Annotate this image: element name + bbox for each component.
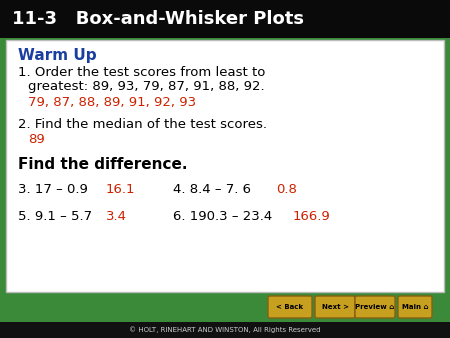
FancyBboxPatch shape [355, 296, 395, 318]
Text: 89: 89 [28, 133, 45, 146]
FancyBboxPatch shape [315, 296, 355, 318]
Text: 2. Find the median of the test scores.: 2. Find the median of the test scores. [18, 118, 267, 131]
FancyBboxPatch shape [6, 40, 444, 292]
FancyBboxPatch shape [0, 294, 450, 322]
FancyBboxPatch shape [398, 296, 432, 318]
Text: 3. 17 – 0.9: 3. 17 – 0.9 [18, 183, 88, 196]
FancyBboxPatch shape [268, 296, 312, 318]
FancyBboxPatch shape [0, 0, 450, 38]
Text: < Back: < Back [276, 304, 304, 310]
Text: 79, 87, 88, 89, 91, 92, 93: 79, 87, 88, 89, 91, 92, 93 [28, 96, 196, 109]
Text: Find the difference.: Find the difference. [18, 157, 188, 172]
Text: © HOLT, RINEHART AND WINSTON, All Rights Reserved: © HOLT, RINEHART AND WINSTON, All Rights… [129, 327, 321, 333]
Text: 0.8: 0.8 [276, 183, 297, 196]
Text: Preview ⌂: Preview ⌂ [356, 304, 395, 310]
Text: Main ⌂: Main ⌂ [402, 304, 428, 310]
Text: 16.1: 16.1 [106, 183, 135, 196]
Text: greatest: 89, 93, 79, 87, 91, 88, 92.: greatest: 89, 93, 79, 87, 91, 88, 92. [28, 80, 265, 93]
Text: 1. Order the test scores from least to: 1. Order the test scores from least to [18, 66, 266, 79]
Text: 166.9: 166.9 [293, 210, 331, 223]
Text: 4. 8.4 – 7. 6: 4. 8.4 – 7. 6 [173, 183, 251, 196]
Text: Warm Up: Warm Up [18, 48, 97, 63]
Text: 3.4: 3.4 [106, 210, 127, 223]
FancyBboxPatch shape [0, 322, 450, 338]
Text: Next >: Next > [321, 304, 348, 310]
Text: 5. 9.1 – 5.7: 5. 9.1 – 5.7 [18, 210, 92, 223]
Text: 11-3   Box-and-Whisker Plots: 11-3 Box-and-Whisker Plots [12, 10, 304, 28]
Text: 6. 190.3 – 23.4: 6. 190.3 – 23.4 [173, 210, 272, 223]
